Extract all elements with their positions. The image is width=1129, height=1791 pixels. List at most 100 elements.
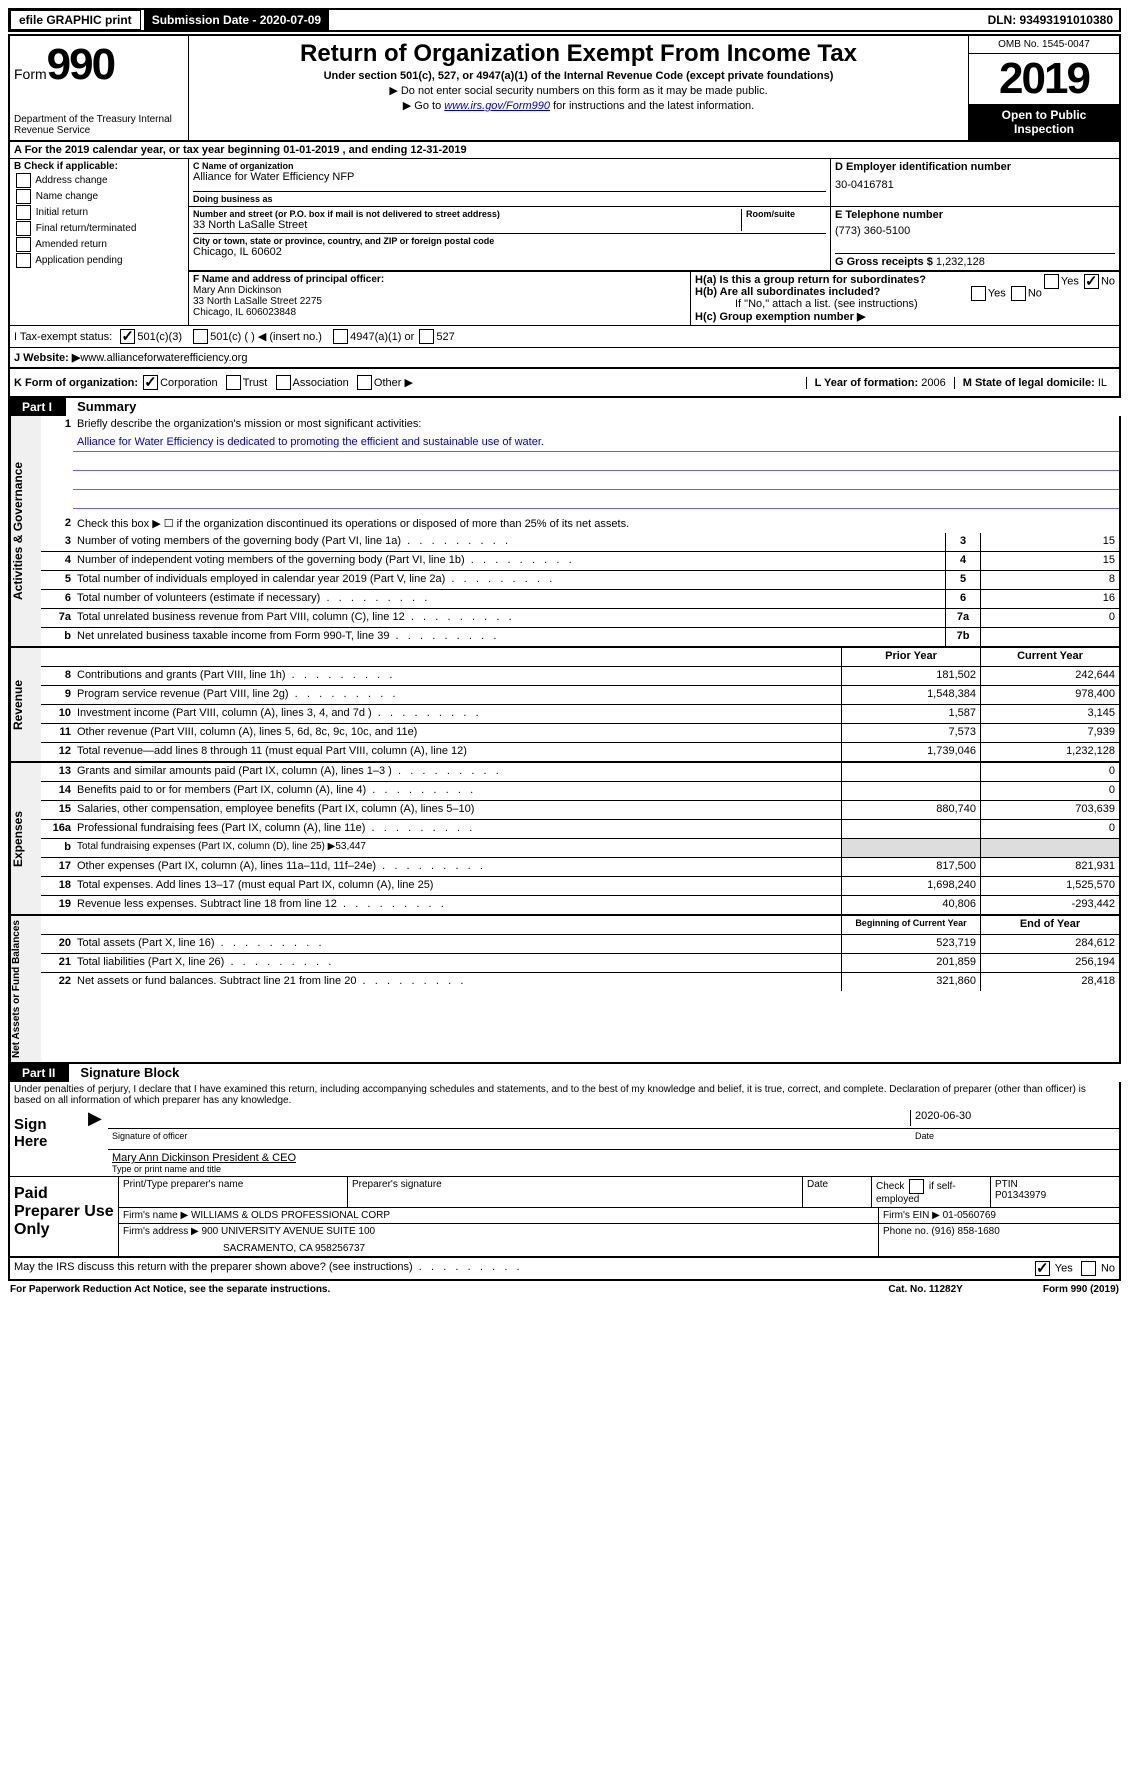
firm-ein: 01-0560769	[943, 1210, 996, 1221]
cb-label: Final return/terminated	[36, 223, 137, 234]
cb-4947[interactable]	[333, 329, 348, 344]
cb-other[interactable]	[357, 375, 372, 390]
end-header: End of Year	[980, 916, 1119, 934]
v5: 8	[980, 571, 1119, 589]
c8: 242,644	[980, 667, 1119, 685]
c21: 256,194	[980, 954, 1119, 972]
name-label: Type or print name and title	[112, 1164, 1115, 1174]
cb-address-change[interactable]: Address change	[14, 173, 184, 188]
opt-4947: 4947(a)(1) or	[350, 331, 414, 343]
arrow-icon: ▶	[88, 1108, 108, 1176]
sign-here-label: Sign Here	[10, 1108, 88, 1176]
officer-name: Mary Ann Dickinson	[193, 285, 281, 296]
check-pre: Check	[876, 1181, 904, 1192]
cb-501c3[interactable]	[120, 329, 135, 344]
l-val: 2006	[921, 377, 945, 389]
p9: 1,548,384	[841, 686, 980, 704]
opt-assoc: Association	[293, 377, 349, 389]
p14	[841, 782, 980, 800]
l2: Check this box ▶ ☐ if the organization d…	[73, 515, 1119, 533]
officer-city: Chicago, IL 606023848	[193, 307, 296, 318]
tax-year: 2019	[969, 54, 1119, 104]
city-value: Chicago, IL 60602	[193, 246, 826, 258]
c15: 703,639	[980, 801, 1119, 819]
l14: Benefits paid to or for members (Part IX…	[73, 782, 841, 800]
omb-number: OMB No. 1545-0047	[969, 36, 1119, 54]
header-center: Return of Organization Exempt From Incom…	[189, 36, 968, 140]
f-label: F Name and address of principal officer:	[193, 274, 384, 285]
vtab-expenses: Expenses	[10, 763, 41, 914]
prior-year-header: Prior Year	[841, 648, 980, 666]
row-a-tax-year: A For the 2019 calendar year, or tax yea…	[8, 142, 1121, 159]
row-j-website: J Website: ▶ www.allianceforwaterefficie…	[8, 348, 1121, 369]
room-label: Room/suite	[746, 209, 826, 219]
yes: Yes	[1061, 275, 1079, 287]
ptin-label: PTIN	[995, 1179, 1115, 1190]
c-label: C Name of organization	[193, 161, 826, 171]
p16a	[841, 820, 980, 838]
blank-line	[73, 471, 1119, 490]
cb-association[interactable]	[276, 375, 291, 390]
v6: 16	[980, 590, 1119, 608]
v7a: 0	[980, 609, 1119, 627]
hb-label: H(b) Are all subordinates included?	[695, 286, 880, 298]
l9: Program service revenue (Part VIII, line…	[73, 686, 841, 704]
date-label: Date	[911, 1131, 1115, 1147]
summary-governance: Activities & Governance 1Briefly describ…	[8, 416, 1121, 648]
cb-discuss-no[interactable]	[1081, 1261, 1096, 1276]
l1-label: Briefly describe the organization's miss…	[73, 416, 1119, 434]
l13: Grants and similar amounts paid (Part IX…	[73, 763, 841, 781]
open-public-badge: Open to Public Inspection	[969, 104, 1119, 140]
p8: 181,502	[841, 667, 980, 685]
subtitle-2: ▶ Do not enter social security numbers o…	[193, 84, 964, 97]
cb-501c[interactable]	[193, 329, 208, 344]
c9: 978,400	[980, 686, 1119, 704]
discuss-row: May the IRS discuss this return with the…	[8, 1258, 1121, 1281]
l7a: Total unrelated business revenue from Pa…	[73, 609, 945, 627]
l1-mission: Alliance for Water Efficiency is dedicat…	[73, 434, 1119, 452]
dba-label: Doing business as	[193, 194, 826, 204]
cb-label: Application pending	[35, 255, 122, 266]
cb-527[interactable]	[419, 329, 434, 344]
p11: 7,573	[841, 724, 980, 742]
col-b-header: B Check if applicable:	[14, 161, 118, 172]
subtitle-3: ▶ Go to www.irs.gov/Form990 for instruct…	[193, 99, 964, 112]
efile-print-button[interactable]: efile GRAPHIC print	[10, 10, 141, 30]
l4: Number of independent voting members of …	[73, 552, 945, 570]
e-label: E Telephone number	[835, 209, 1115, 221]
officer-name-title: Mary Ann Dickinson President & CEO	[112, 1152, 1115, 1164]
g-label: G Gross receipts $	[835, 256, 933, 268]
firm-phone: (916) 858-1680	[931, 1226, 999, 1237]
cb-application-pending[interactable]: Application pending	[14, 253, 184, 268]
cb-amended-return[interactable]: Amended return	[14, 237, 184, 252]
yes: Yes	[1055, 1262, 1073, 1274]
part2-header-row: Part II Signature Block	[8, 1064, 1121, 1082]
begin-header: Beginning of Current Year	[841, 916, 980, 934]
cb-initial-return[interactable]: Initial return	[14, 205, 184, 220]
hc-label: H(c) Group exemption number ▶	[695, 311, 865, 323]
p20: 523,719	[841, 935, 980, 953]
header-left: Form990 Department of the Treasury Inter…	[10, 36, 189, 140]
irs-link[interactable]: www.irs.gov/Form990	[444, 100, 550, 112]
cb-discuss-yes[interactable]	[1035, 1261, 1050, 1276]
opt-527: 527	[436, 331, 454, 343]
cb-self-employed[interactable]	[909, 1179, 924, 1194]
row-i-tax-status: I Tax-exempt status: 501(c)(3) 501(c) ( …	[8, 325, 1121, 348]
paid-preparer-section: Paid Preparer Use Only Print/Type prepar…	[8, 1177, 1121, 1258]
vtab-revenue: Revenue	[10, 648, 41, 761]
cb-label: Name change	[36, 191, 98, 202]
v3: 15	[980, 533, 1119, 551]
form-number: Form990	[14, 40, 184, 90]
cb-corporation[interactable]	[143, 375, 158, 390]
m-val: IL	[1098, 377, 1107, 389]
ein-value: 30-0416781	[835, 179, 1115, 191]
cb-final-return[interactable]: Final return/terminated	[14, 221, 184, 236]
l17: Other expenses (Part IX, column (A), lin…	[73, 858, 841, 876]
cb-name-change[interactable]: Name change	[14, 189, 184, 204]
box-h: H(a) Is this a group return for subordin…	[691, 272, 1119, 325]
sub3-post: for instructions and the latest informat…	[550, 100, 754, 112]
part1-badge: Part I	[8, 398, 66, 416]
ein-label: Firm's EIN ▶	[883, 1210, 940, 1221]
c10: 3,145	[980, 705, 1119, 723]
cb-trust[interactable]	[226, 375, 241, 390]
